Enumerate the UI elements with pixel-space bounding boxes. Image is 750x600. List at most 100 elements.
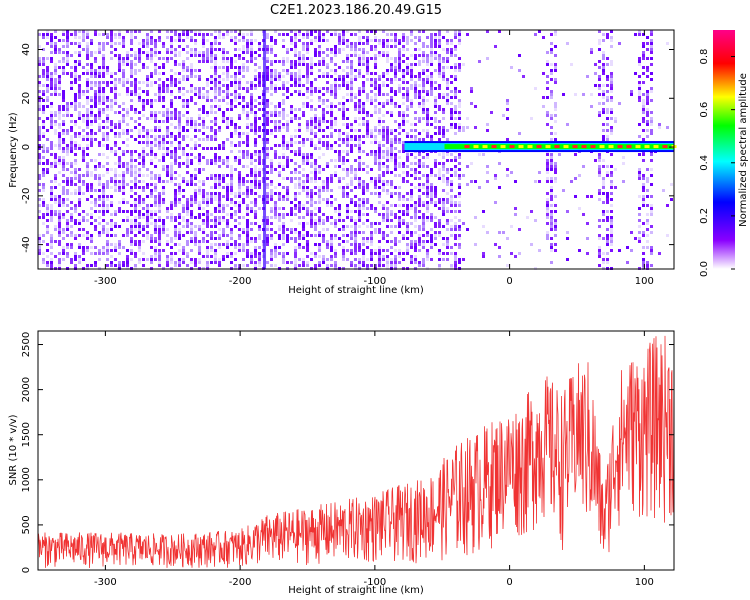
spectrogram-cell [378,255,381,258]
spectrogram-cell [550,114,553,117]
spectrogram-cell [306,105,309,108]
spectrogram-cell [98,72,101,75]
spectrogram-cell [418,264,421,267]
spectrogram-cell [50,57,53,60]
spectrogram-cell [130,222,133,225]
spectrogram-cell [222,120,225,123]
spectrogram-cell [66,147,69,150]
spectrogram-cell [322,33,325,36]
spectrogram-cell [238,144,241,147]
spectrogram-cell [210,213,213,216]
spectrogram-cell [382,231,385,234]
spectrogram-cell [474,105,477,108]
spectrogram-cell [142,90,145,93]
spectrogram-cell [126,57,129,60]
spectrogram-cell [214,66,217,69]
spectrogram-cell [86,237,89,240]
spectrogram-cell [418,195,421,198]
spectrogram-cell [386,57,389,60]
spectrogram-cell [218,192,221,195]
spectrogram-cell [174,225,177,228]
spectrogram-cell [70,234,73,237]
spectrogram-cell [338,144,341,147]
spectrogram-cell [198,78,201,81]
spectrogram-cell [182,195,185,198]
spectrogram-cell [266,57,269,60]
spectrogram-cell [430,39,433,42]
spectrogram-cell [254,171,257,174]
spectrogram-cell [382,258,385,261]
spectrogram-cell [350,183,353,186]
spectrogram-cell [38,135,41,138]
spectrogram-cell [242,246,245,249]
spectrogram-cell [90,201,93,204]
spectrogram-cell [310,204,313,207]
spectrogram-cell [398,54,401,57]
spectrogram-cell [430,117,433,120]
spectrogram-cell [318,243,321,246]
spectrogram-cell [278,111,281,114]
spectrogram-cell [382,132,385,135]
spectrogram-cell [90,240,93,243]
spectrogram-cell [306,189,309,192]
spectrogram-cell [442,36,445,39]
spectrogram-cell [226,186,229,189]
spectrogram-cell [418,240,421,243]
spectrogram-cell [486,231,489,234]
spectrogram-cell [58,105,61,108]
spectrogram-cell [82,93,85,96]
spectrogram-cell [162,111,165,114]
spectrogram-cell [406,105,409,108]
spectrogram-cell [286,261,289,264]
spectrogram-cell [54,156,57,159]
spectrogram-cell [122,120,125,123]
spectrogram-cell [390,219,393,222]
spectrogram-cell [62,201,65,204]
spectrogram-cell [250,228,253,231]
spectrogram-cell [106,42,109,45]
spectrogram-cell [602,84,605,87]
spectrogram-cell [142,234,145,237]
spectrogram-cell [446,66,449,69]
spectrogram-cell [162,105,165,108]
spectrogram-cell [246,213,249,216]
spectrogram-cell [146,117,149,120]
spectrogram-cell [538,249,541,252]
spectrogram-cell [518,252,521,255]
spectrogram-cell [370,204,373,207]
spectrogram-cell [442,108,445,111]
spectrogram-cell [90,207,93,210]
spectrogram-cell [106,249,109,252]
spectrogram-cell [186,219,189,222]
spectrogram-cell [398,69,401,72]
spectrogram-cell [374,231,377,234]
spectrogram-cell [130,33,133,36]
spectrogram-cell [386,207,389,210]
spectrogram-cell [342,111,345,114]
spectrogram-cell [358,72,361,75]
spectrogram-cell [122,171,125,174]
spectrogram-cell [186,36,189,39]
spectrogram-cell [598,111,601,114]
spectrogram-cell [158,135,161,138]
spectrogram-cell [398,42,401,45]
spectrogram-cell [418,261,421,264]
spectrogram-cell [430,168,433,171]
spectrogram-cell [374,138,377,141]
spectrogram-cell [450,96,453,99]
spectrogram-cell [202,231,205,234]
spectrogram-cell [82,120,85,123]
spectrogram-cell [182,135,185,138]
spectrogram-cell [446,138,449,141]
spectrogram-cell [174,192,177,195]
spectrogram-cell [86,87,89,90]
spectrogram-cell [114,153,117,156]
spectrogram-cell [62,150,65,153]
spectrogram-cell [350,72,353,75]
spectrogram-cell [214,75,217,78]
spectrogram-cell [186,105,189,108]
spectrogram-cell [390,258,393,261]
spectrogram-cell [186,117,189,120]
spectrogram-cell [50,114,53,117]
spectrogram-cell [54,51,57,54]
